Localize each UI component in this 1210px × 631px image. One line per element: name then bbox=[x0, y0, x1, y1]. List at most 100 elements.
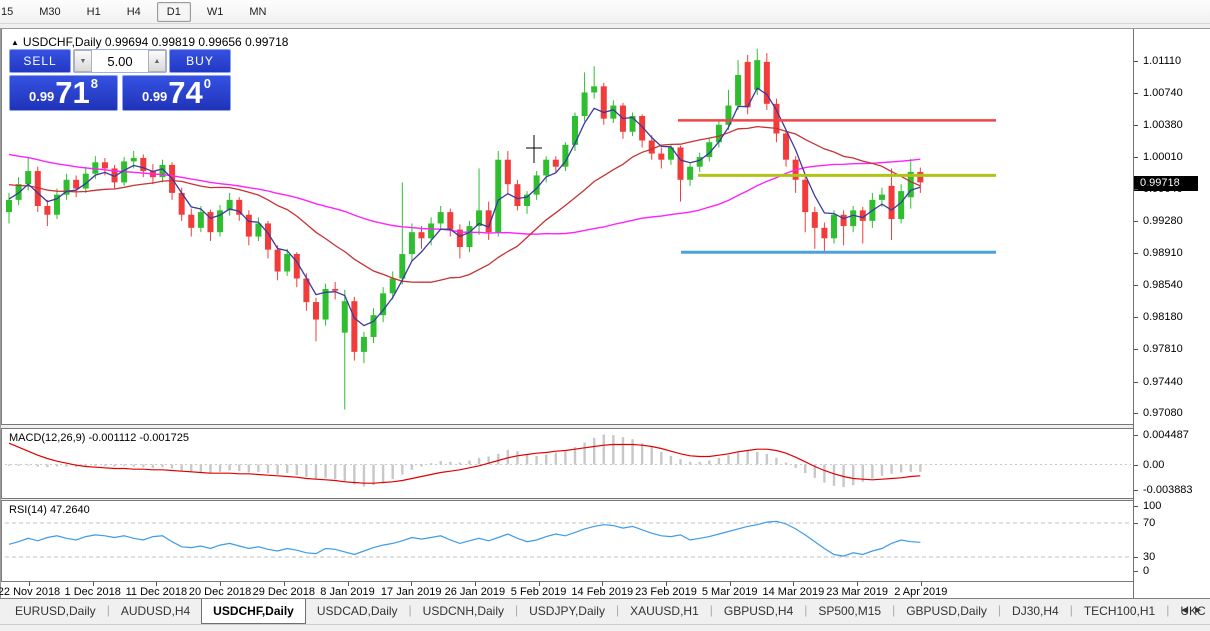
rsi-indicator-canvas[interactable] bbox=[1, 501, 1133, 581]
date-tick bbox=[283, 582, 285, 586]
price-axis-label: 0.98910 bbox=[1143, 247, 1183, 260]
timeframe-mn[interactable]: MN bbox=[249, 5, 267, 18]
sell-price-prefix: 0.99 bbox=[28, 89, 55, 104]
date-tick bbox=[857, 582, 859, 586]
price-axis-label: 0.97810 bbox=[1143, 343, 1183, 356]
macd-axis-label: -0.003883 bbox=[1143, 484, 1193, 497]
tab-scroll-right-icon[interactable]: ► bbox=[1193, 605, 1207, 616]
price-axis-label-tick bbox=[1134, 349, 1138, 351]
sell-price-panel[interactable]: 0.99 71 8 bbox=[9, 75, 118, 111]
date-tick bbox=[793, 582, 795, 586]
timeframe-d1[interactable]: D1 bbox=[156, 1, 191, 22]
date-tick bbox=[538, 582, 540, 586]
date-tick bbox=[411, 582, 413, 586]
rsi-pane-splitter[interactable] bbox=[1, 498, 1210, 501]
price-axis-label-tick bbox=[1134, 124, 1138, 126]
rsi-axis-label: 70 bbox=[1143, 517, 1156, 529]
buy-price-sup: 0 bbox=[203, 76, 212, 91]
volume-increase-button[interactable]: ▲ bbox=[148, 50, 166, 72]
tab-usdchf-daily[interactable]: USDCHF,Daily bbox=[201, 599, 306, 624]
tab-scroll-left-icon[interactable]: ◄ bbox=[1179, 605, 1194, 616]
tab-xauusd-h1[interactable]: XAUUSD,H1 bbox=[630, 604, 699, 618]
date-tick bbox=[347, 582, 349, 586]
tab-usdcad-daily[interactable]: USDCAD,Daily bbox=[316, 604, 398, 618]
current-price-tag: 0.99718 bbox=[1134, 175, 1198, 191]
price-axis-label: 0.99640 bbox=[1143, 183, 1183, 196]
timeframe-toolbar: 15 M30 H1 H4 D1 W1 MN bbox=[0, 0, 1210, 24]
date-tick bbox=[29, 582, 30, 586]
date-axis[interactable]: 22 Nov 2018 1 Dec 2018 11 Dec 2018 20 Dec 2… bbox=[0, 582, 1133, 599]
tab-dj30-h4[interactable]: DJ30,H4 bbox=[1012, 604, 1059, 618]
price-axis-label-tick bbox=[1134, 253, 1138, 255]
price-axis-label-tick bbox=[1134, 93, 1138, 95]
price-axis-label: 0.97440 bbox=[1143, 375, 1183, 388]
timeframe-h1[interactable]: H1 bbox=[86, 5, 101, 18]
date-label: 17 Jan 2019 bbox=[380, 586, 442, 598]
price-axis-label-tick bbox=[1134, 61, 1138, 62]
date-label: 2 Apr 2019 bbox=[894, 586, 948, 598]
timeframe-m30[interactable]: M30 bbox=[39, 5, 61, 18]
tab-separator: | bbox=[1069, 603, 1073, 617]
tab-audusd-h4[interactable]: AUDUSD,H4 bbox=[120, 604, 191, 618]
tab-usdjpy-daily[interactable]: USDJPY,Daily bbox=[529, 604, 605, 618]
date-label: 26 Jan 2019 bbox=[444, 586, 506, 598]
date-tick bbox=[666, 582, 667, 586]
macd-label: MACD(12,26,9) -0.001112 -0.001725 bbox=[9, 432, 189, 444]
price-axis-label: 1.00740 bbox=[1143, 87, 1183, 100]
macd-pane-splitter[interactable] bbox=[1, 424, 1210, 429]
tab-separator: | bbox=[106, 603, 110, 617]
price-axis-label: 1.00380 bbox=[1143, 118, 1183, 131]
price-axis-label-tick bbox=[1134, 220, 1138, 222]
timeframe-w1[interactable]: W1 bbox=[206, 5, 224, 18]
chart-window-icon: ▲ bbox=[11, 38, 19, 47]
date-label: 14 Feb 2019 bbox=[571, 586, 634, 598]
price-axis-label-tick bbox=[1134, 381, 1138, 383]
price-axis-label: 1.00010 bbox=[1143, 151, 1183, 164]
date-tick bbox=[220, 582, 222, 586]
tab-separator: | bbox=[997, 603, 1002, 617]
tab-separator: | bbox=[615, 603, 620, 617]
chevron-up-icon: ▲ bbox=[153, 57, 161, 65]
macd-axis-label-tick bbox=[1134, 434, 1138, 436]
tab-sp500-m15[interactable]: SP500,M15 bbox=[818, 604, 882, 618]
volume-stepper: ▼ 5.00 ▲ bbox=[73, 49, 167, 73]
tab-scroll-buttons: ◄► bbox=[1179, 605, 1207, 616]
tab-separator: | bbox=[892, 603, 896, 617]
rsi-axis-label: 30 bbox=[1143, 551, 1156, 563]
price-axis[interactable]: 0.99718 1.01110 1.00740 1.00380 1.00010 0.99… bbox=[1133, 29, 1210, 599]
macd-indicator-canvas[interactable] bbox=[1, 429, 1133, 498]
buy-button[interactable]: BUY bbox=[169, 49, 231, 73]
tab-ukc[interactable]: UKC bbox=[1180, 604, 1206, 618]
timeframe-15[interactable]: 15 bbox=[1, 5, 14, 18]
buy-price-prefix: 0.99 bbox=[141, 89, 168, 104]
price-axis-label: 0.97080 bbox=[1143, 406, 1183, 419]
price-axis-label-tick bbox=[1134, 285, 1138, 287]
date-label: 14 Mar 2019 bbox=[762, 586, 825, 598]
tab-gbpusd-daily[interactable]: GBPUSD,Daily bbox=[906, 604, 987, 618]
chevron-down-icon: ▼ bbox=[79, 57, 87, 65]
date-label: 5 Feb 2019 bbox=[510, 586, 567, 598]
chart-window: ▲ USDCHF,Daily 0.99694 0.99819 0.99656 0.… bbox=[0, 28, 1210, 599]
date-label: 23 Feb 2019 bbox=[635, 586, 697, 598]
timeframe-h4[interactable]: H4 bbox=[126, 5, 141, 18]
macd-axis-label-tick bbox=[1134, 490, 1138, 492]
tab-eurusd-daily[interactable]: EURUSD,Daily bbox=[15, 604, 96, 618]
volume-field[interactable]: 5.00 bbox=[107, 53, 133, 69]
tab-separator: | bbox=[1166, 603, 1170, 617]
volume-decrease-button[interactable]: ▼ bbox=[74, 50, 92, 72]
buy-price-panel[interactable]: 0.99 74 0 bbox=[122, 75, 231, 111]
date-label: 22 Nov 2018 bbox=[0, 586, 61, 598]
macd-axis-label: 0.00 bbox=[1143, 458, 1165, 471]
tab-gbpusd-h4[interactable]: GBPUSD,H4 bbox=[723, 604, 794, 618]
sell-price-big: 71 bbox=[55, 75, 90, 110]
date-tick bbox=[729, 582, 731, 586]
macd-axis-label-tick bbox=[1134, 464, 1138, 466]
price-axis-label-tick bbox=[1134, 189, 1138, 191]
tab-separator: | bbox=[804, 603, 808, 617]
tab-tech100-h1[interactable]: TECH100,H1 bbox=[1083, 604, 1156, 618]
main-chart-canvas[interactable] bbox=[1, 29, 1133, 424]
tab-usdcnh-daily[interactable]: USDCNH,Daily bbox=[422, 604, 505, 618]
rsi-axis-label-tick bbox=[1134, 506, 1138, 507]
sell-button[interactable]: SELL bbox=[9, 49, 71, 73]
buy-price-big: 74 bbox=[168, 75, 203, 110]
